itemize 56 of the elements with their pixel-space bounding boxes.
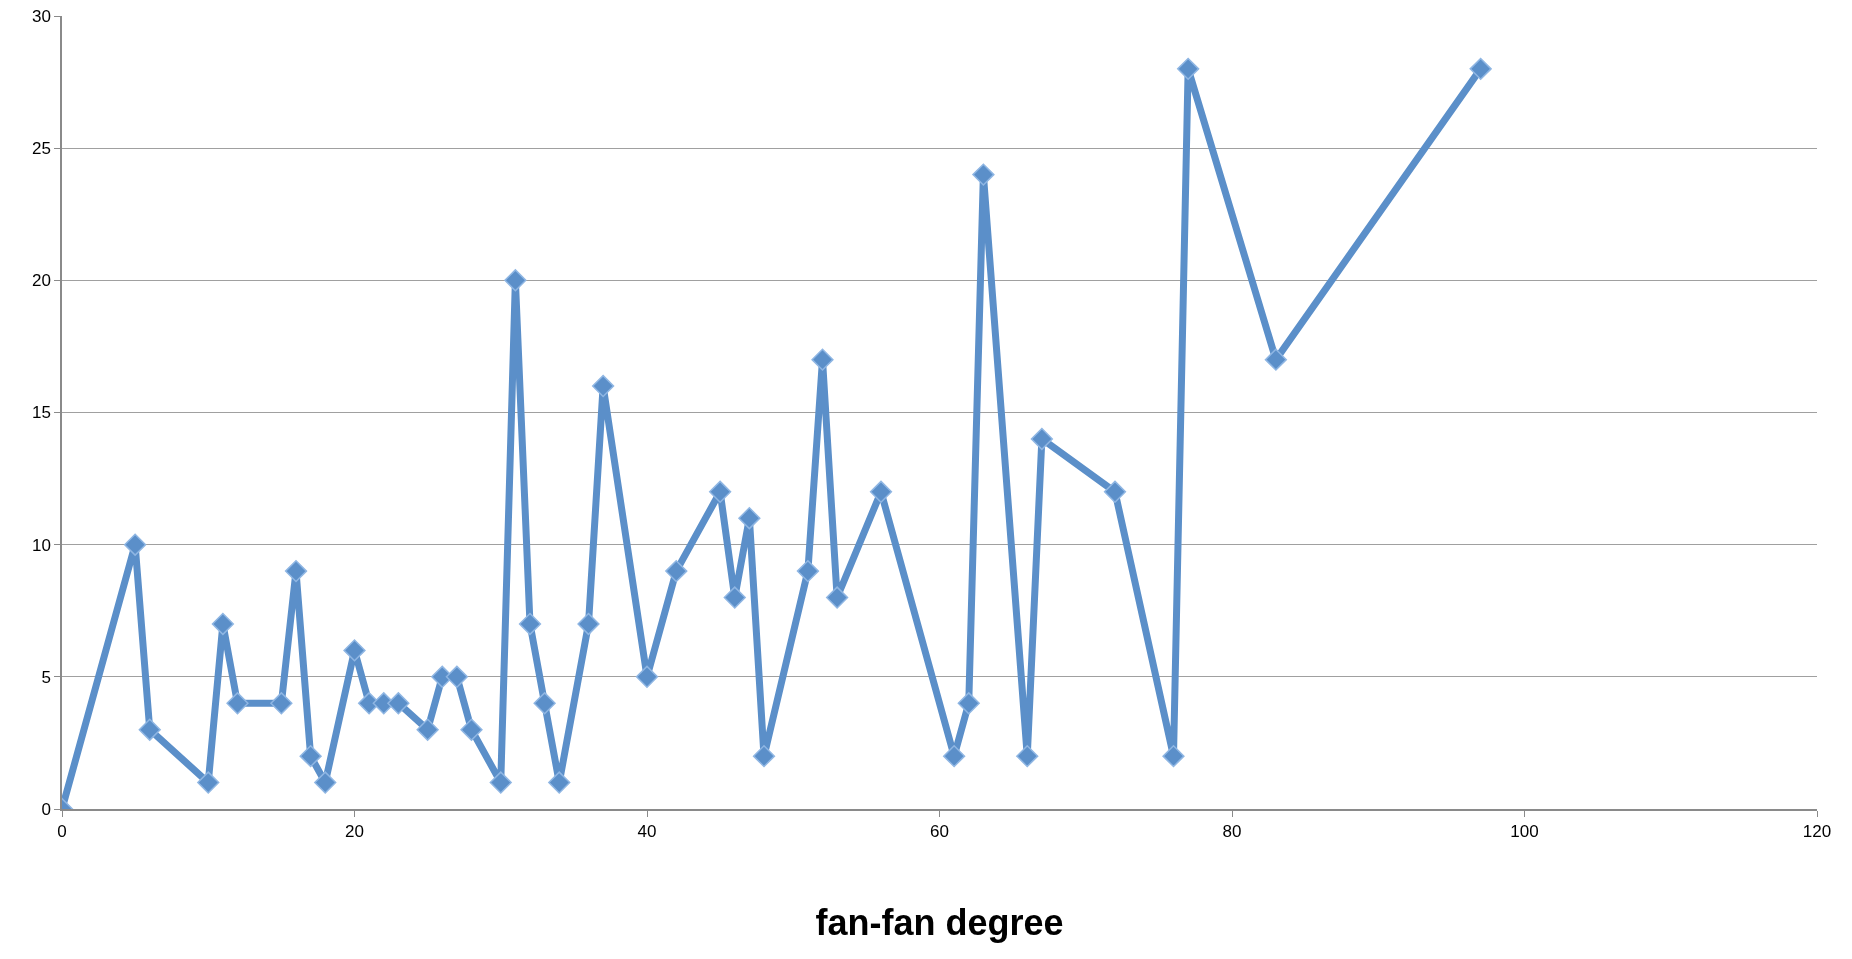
point xyxy=(211,612,235,636)
x-tick-label: 0 xyxy=(57,822,67,842)
point xyxy=(123,533,147,556)
x-axis-title: fan-fan degree xyxy=(815,902,1064,944)
point xyxy=(957,692,980,715)
point xyxy=(665,559,688,583)
point xyxy=(796,559,820,583)
y-tick-label: 25 xyxy=(31,139,51,159)
point xyxy=(942,744,966,768)
point xyxy=(270,692,293,715)
point xyxy=(1016,744,1039,768)
point xyxy=(284,559,308,583)
y-tick-label: 20 xyxy=(31,271,51,291)
y-tick-label: 5 xyxy=(41,667,51,687)
x-tick-label: 100 xyxy=(1510,822,1539,842)
y-tick-label: 0 xyxy=(41,799,51,819)
point xyxy=(314,771,337,794)
point xyxy=(226,692,249,715)
x-tick-label: 20 xyxy=(345,822,364,842)
point xyxy=(343,639,366,662)
point xyxy=(548,771,571,794)
point xyxy=(489,771,512,794)
point xyxy=(299,744,322,768)
point xyxy=(738,507,761,530)
x-tick-label: 60 xyxy=(930,822,949,842)
y-tick-label: 30 xyxy=(31,6,51,26)
point xyxy=(1162,744,1185,768)
x-tick-label: 40 xyxy=(637,822,657,842)
point xyxy=(504,269,527,292)
point xyxy=(460,718,483,741)
point xyxy=(723,586,746,609)
x-tick-label: 120 xyxy=(1802,822,1832,842)
point xyxy=(1469,57,1492,81)
point xyxy=(416,718,439,741)
y-tick-label: 15 xyxy=(31,403,51,423)
point xyxy=(197,771,220,794)
point xyxy=(518,612,542,636)
point xyxy=(591,374,615,398)
point xyxy=(1264,348,1288,371)
point xyxy=(1176,57,1200,81)
point xyxy=(445,665,469,688)
x-tick-label: 80 xyxy=(1222,822,1242,842)
point xyxy=(1030,427,1054,451)
y-tick-label: 10 xyxy=(31,535,51,555)
point xyxy=(708,480,732,503)
point xyxy=(635,665,659,688)
point xyxy=(577,612,600,636)
point xyxy=(825,586,849,609)
point xyxy=(1103,480,1127,503)
point xyxy=(387,692,410,715)
point xyxy=(752,744,776,768)
point xyxy=(811,348,834,371)
point xyxy=(533,692,556,715)
point xyxy=(138,718,161,741)
point xyxy=(869,480,893,503)
point xyxy=(972,163,995,186)
